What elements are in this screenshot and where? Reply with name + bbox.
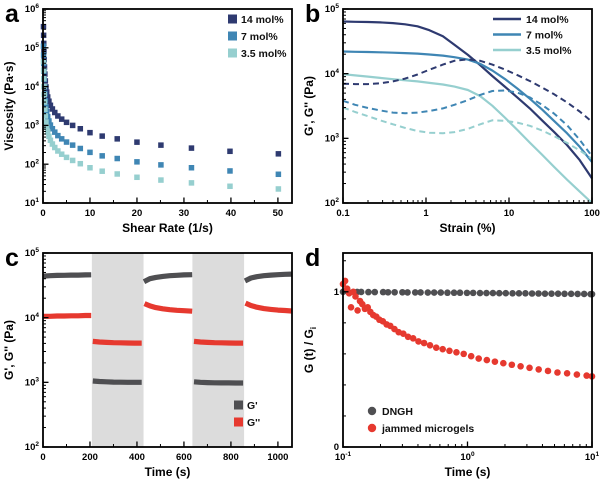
svg-text:10-1: 10-1 <box>335 451 352 463</box>
svg-text:30: 30 <box>179 208 190 219</box>
svg-text:14 mol%: 14 mol% <box>241 14 284 26</box>
panel-c-x-axis-title: Time (s) <box>145 465 191 479</box>
svg-text:200: 200 <box>82 452 98 463</box>
svg-text:105: 105 <box>25 247 40 259</box>
panel-d-series-dngh <box>339 288 596 298</box>
panel-c-label: c <box>5 244 19 272</box>
svg-text:0: 0 <box>334 442 339 453</box>
panel-b-x-axis-title: Strain (%) <box>439 221 495 235</box>
panel-c-plot: 0 200 400 600 800 1000 102 103 104 105 Time (s) G',… <box>2 247 293 479</box>
panel-a-legend: 14 mol% 7 mol% 3.5 mol% <box>228 14 287 60</box>
svg-text:3.5 mol%: 3.5 mol% <box>526 45 572 57</box>
svg-text:101: 101 <box>25 197 40 209</box>
panel-a-series-7-mol <box>40 43 282 178</box>
svg-text:0: 0 <box>40 452 45 463</box>
panel-a-series-14-mol <box>40 23 282 157</box>
svg-text:1: 1 <box>423 208 429 219</box>
svg-text:106: 106 <box>25 3 40 15</box>
svg-text:50: 50 <box>273 208 284 219</box>
panel-a-series-3-5-mol <box>40 58 282 192</box>
svg-text:100: 100 <box>584 208 600 219</box>
panel-d: d 10-1 100 101 0 1 Time (s) G (t) / Gi DNGH jamm… <box>300 244 600 488</box>
panel-b-plot: 0.1 1 10 100 102 103 104 105 Strain (%) G', G'' (… <box>302 3 600 235</box>
svg-text:0.1: 0.1 <box>336 208 350 219</box>
svg-text:600: 600 <box>176 452 192 463</box>
svg-text:102: 102 <box>25 441 40 453</box>
panel-c-series-g <box>43 300 292 346</box>
svg-text:jammed microgels: jammed microgels <box>381 423 474 435</box>
svg-text:10: 10 <box>504 208 515 219</box>
panel-b-series-g-3-5-mol <box>342 73 593 204</box>
panel-d-y-axis-title: G (t) / Gi <box>302 327 318 373</box>
panel-c-legend: G' G'' <box>234 400 260 429</box>
svg-text:103: 103 <box>325 133 340 145</box>
panel-a-y-axis-title: Viscosity (Pa·s) <box>2 61 16 150</box>
svg-text:DNGH: DNGH <box>382 406 413 418</box>
svg-text:7 mol%: 7 mol% <box>241 31 278 43</box>
panel-a: a 0 10 20 30 40 50 101 102 103 104 105 106 Shear Rat… <box>0 0 300 244</box>
svg-text:800: 800 <box>223 452 239 463</box>
panel-a-axes: 0 10 20 30 40 50 101 102 103 104 105 106 Shear Rate … <box>2 3 293 235</box>
svg-text:14 mol%: 14 mol% <box>526 14 569 26</box>
panel-c-shaded-regions <box>91 253 245 447</box>
svg-text:105: 105 <box>25 42 40 54</box>
svg-text:101: 101 <box>585 451 600 463</box>
svg-text:400: 400 <box>129 452 145 463</box>
panel-b-y-axis-title: G', G'' (Pa) <box>302 76 316 136</box>
svg-text:103: 103 <box>25 120 40 132</box>
svg-text:105: 105 <box>325 3 340 15</box>
svg-text:G'': G'' <box>247 417 260 429</box>
panel-a-x-axis-title: Shear Rate (1/s) <box>122 221 213 235</box>
svg-text:104: 104 <box>25 81 40 93</box>
svg-text:7 mol%: 7 mol% <box>526 29 563 41</box>
panel-c: c 0 200 400 600 800 1000 102 103 104 105 Time (s) G… <box>0 244 300 488</box>
panel-d-label: d <box>305 244 321 272</box>
svg-text:1: 1 <box>334 287 340 298</box>
svg-text:102: 102 <box>25 158 40 170</box>
panel-d-x-axis-title: Time (s) <box>445 465 491 479</box>
svg-text:100: 100 <box>460 451 475 463</box>
svg-text:G': G' <box>247 400 258 412</box>
panel-a-label: a <box>5 0 19 28</box>
svg-text:102: 102 <box>325 197 340 209</box>
panel-d-legend: DNGH jammed microgels <box>367 406 474 435</box>
svg-text:10: 10 <box>85 208 96 219</box>
panel-a-plot: 0 10 20 30 40 50 101 102 103 104 105 106 Shear Rate … <box>2 3 293 235</box>
svg-text:1000: 1000 <box>267 452 288 463</box>
panel-b-axes: 0.1 1 10 100 102 103 104 105 Strain (%) G', G'' (… <box>302 3 600 235</box>
svg-text:104: 104 <box>25 312 40 324</box>
panel-b: b 0.1 1 10 100 102 103 104 105 Strain (%) G', G''… <box>300 0 600 244</box>
panel-b-label: b <box>305 0 321 28</box>
panel-c-series-g <box>42 271 292 386</box>
panel-b-series-g-7-mol <box>342 50 593 163</box>
svg-text:20: 20 <box>132 208 143 219</box>
panel-b-series-g-3-5-mol <box>342 106 593 160</box>
panel-b-series-g-7-mol <box>342 89 593 157</box>
svg-text:103: 103 <box>25 377 40 389</box>
svg-text:104: 104 <box>325 68 340 80</box>
panel-b-series-g-14-mol <box>342 58 593 123</box>
panel-b-series-g-14-mol <box>342 20 593 180</box>
svg-text:3.5 mol%: 3.5 mol% <box>241 48 287 60</box>
svg-text:0: 0 <box>40 208 45 219</box>
svg-text:40: 40 <box>226 208 237 219</box>
panel-c-y-axis-title: G', G'' (Pa) <box>2 320 16 380</box>
panel-c-axes: 0 200 400 600 800 1000 102 103 104 105 Time (s) G',… <box>2 247 293 479</box>
panel-b-legend: 14 mol% 7 mol% 3.5 mol% <box>493 14 572 57</box>
